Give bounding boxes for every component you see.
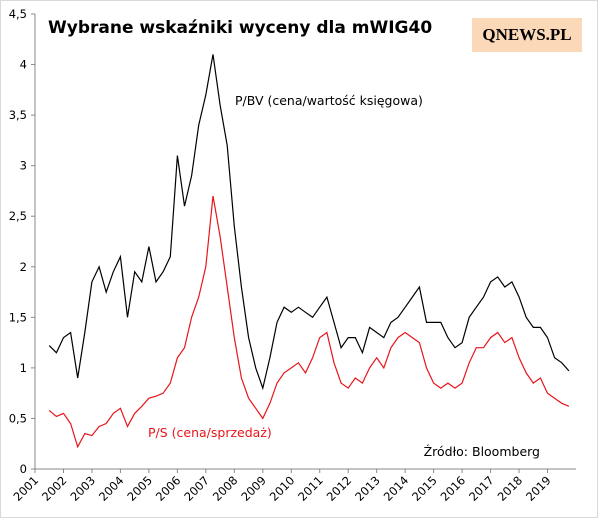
y-tick-label: 4,5: [9, 7, 27, 21]
y-tick-label: 1,5: [9, 310, 27, 324]
y-tick-label: 4: [20, 58, 27, 72]
logo-box: [472, 18, 582, 52]
y-tick-label: 0,5: [9, 411, 27, 425]
y-tick-label: 3: [20, 159, 27, 173]
chart-title: Wybrane wskaźniki wyceny dla mWIG40: [48, 18, 432, 38]
y-tick-label: 1: [20, 361, 27, 375]
y-tick-label: 0: [20, 462, 27, 476]
series-label: P/S (cena/sprzedaż): [148, 425, 272, 440]
series-label: P/BV (cena/wartość księgowa): [235, 93, 423, 108]
series-line: [48, 54, 570, 391]
y-tick-label: 2: [20, 260, 27, 274]
y-tick-label: 2,5: [9, 209, 27, 223]
annotation: Źródło: Bloomberg: [424, 444, 540, 459]
series-line: [48, 195, 570, 449]
logo: QNEWS.PL: [482, 25, 571, 44]
y-tick-label: 3,5: [9, 108, 27, 122]
